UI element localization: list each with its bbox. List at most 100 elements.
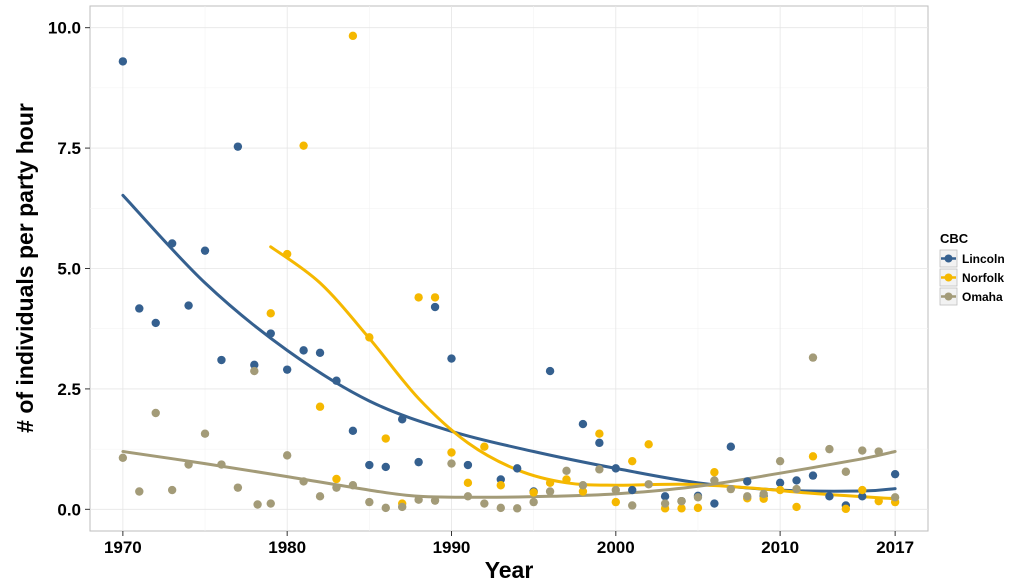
point-omaha <box>841 467 851 476</box>
point-lincoln <box>315 348 325 357</box>
point-lincoln <box>578 419 588 429</box>
x-tick-label: 1990 <box>433 538 471 557</box>
point-lincoln <box>332 376 341 385</box>
point-omaha <box>562 466 571 475</box>
x-tick-label: 1970 <box>104 538 142 557</box>
y-axis-title: # of individuals per party hour <box>12 103 38 433</box>
point-lincoln <box>595 438 604 448</box>
point-norfolk <box>644 440 653 449</box>
point-norfolk <box>677 504 686 513</box>
point-omaha <box>726 484 736 494</box>
point-omaha <box>266 499 275 508</box>
point-omaha <box>253 500 262 509</box>
point-lincoln <box>381 462 390 472</box>
point-omaha <box>644 480 653 489</box>
point-norfolk <box>858 485 867 495</box>
point-norfolk <box>414 293 423 302</box>
legend-label-omaha: Omaha <box>962 290 1003 304</box>
x-axis: 1970 1980 1990 2000 2010 2017 <box>104 531 914 557</box>
point-norfolk <box>775 485 785 495</box>
point-omaha <box>381 503 390 513</box>
point-lincoln <box>348 426 358 436</box>
point-norfolk <box>874 496 883 506</box>
point-omaha <box>250 366 259 376</box>
x-tick-label: 2010 <box>761 538 799 557</box>
point-omaha <box>200 429 210 438</box>
y-tick-label: 5.0 <box>57 260 81 279</box>
point-lincoln <box>282 365 292 374</box>
point-norfolk <box>710 468 719 477</box>
point-omaha <box>414 495 423 504</box>
point-norfolk <box>611 497 621 507</box>
point-omaha <box>513 504 522 513</box>
point-omaha <box>282 451 292 460</box>
point-lincoln <box>496 475 505 484</box>
point-omaha <box>151 408 160 418</box>
point-norfolk <box>496 481 505 490</box>
point-omaha <box>677 496 686 506</box>
point-omaha <box>430 496 440 505</box>
point-lincoln <box>135 304 144 313</box>
point-norfolk <box>562 475 571 484</box>
point-omaha <box>167 485 177 495</box>
point-omaha <box>233 483 243 492</box>
point-omaha <box>348 481 358 490</box>
point-omaha <box>545 487 555 496</box>
point-norfolk <box>365 333 374 342</box>
point-lincoln <box>545 366 555 376</box>
point-lincoln <box>710 499 719 508</box>
point-omaha <box>118 453 128 462</box>
point-omaha <box>397 502 407 512</box>
point-norfolk <box>595 429 604 438</box>
point-omaha <box>529 497 538 507</box>
x-tick-label: 1980 <box>268 538 306 557</box>
point-norfolk <box>348 31 358 41</box>
point-omaha <box>447 459 456 468</box>
legend: CBC Lincoln Norfolk Omaha <box>939 231 1005 306</box>
point-norfolk <box>299 141 308 150</box>
point-lincoln <box>167 239 177 248</box>
point-lincoln <box>628 485 637 495</box>
point-omaha <box>890 493 900 502</box>
point-lincoln <box>414 457 423 467</box>
legend-key-point <box>944 254 953 263</box>
point-norfolk <box>315 402 325 411</box>
point-omaha <box>135 487 144 496</box>
point-omaha <box>808 353 818 362</box>
point-omaha <box>660 499 670 508</box>
y-axis: 0.0 2.5 5.0 7.5 10.0 <box>48 19 90 519</box>
y-tick-label: 7.5 <box>57 139 81 158</box>
point-lincoln <box>299 346 308 355</box>
point-lincoln <box>184 301 193 310</box>
point-norfolk <box>841 504 851 514</box>
point-omaha <box>611 485 621 495</box>
point-omaha <box>480 499 489 508</box>
point-lincoln <box>365 460 374 470</box>
point-omaha <box>299 477 308 486</box>
point-norfolk <box>447 448 456 457</box>
point-omaha <box>496 503 505 513</box>
point-lincoln <box>447 354 456 363</box>
point-omaha <box>759 489 768 499</box>
point-lincoln <box>611 464 621 473</box>
point-lincoln <box>792 476 801 485</box>
point-omaha <box>217 460 226 469</box>
y-tick-label: 10.0 <box>48 19 81 38</box>
trend-line-omaha <box>121 450 897 499</box>
gridlines <box>90 6 928 531</box>
legend-label-lincoln: Lincoln <box>962 252 1005 266</box>
point-omaha <box>315 492 325 501</box>
point-norfolk <box>693 503 703 513</box>
point-omaha <box>710 476 719 485</box>
point-omaha <box>463 492 473 501</box>
point-omaha <box>775 456 785 466</box>
point-lincoln <box>250 360 259 370</box>
point-lincoln <box>233 142 243 151</box>
point-norfolk <box>529 488 538 497</box>
point-lincoln <box>743 477 752 486</box>
point-lincoln <box>266 329 275 338</box>
x-tick-label: 2000 <box>597 538 635 557</box>
point-lincoln <box>890 469 900 479</box>
point-norfolk <box>545 478 555 488</box>
